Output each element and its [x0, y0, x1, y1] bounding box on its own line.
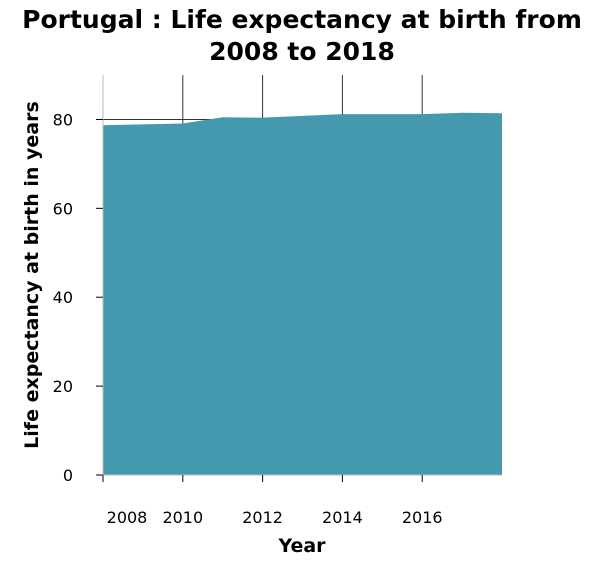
x-axis-label: Year — [277, 535, 326, 557]
y-tick-label: 80 — [53, 110, 73, 129]
y-tick-label: 20 — [53, 377, 73, 396]
chart-title-line-2: 2008 to 2018 — [209, 37, 395, 66]
x-tick-label: 2014 — [322, 508, 363, 527]
x-tick-label: 2010 — [162, 508, 203, 527]
x-axis-ticks: 2008 2010 2012 2014 2016 — [102, 475, 443, 527]
x-tick-label: 2016 — [402, 508, 443, 527]
area-series — [103, 112, 502, 476]
y-tick-label: 0 — [63, 466, 73, 485]
y-tick-label: 40 — [53, 288, 73, 307]
x-tick-label: 2008 — [107, 508, 148, 527]
y-axis-ticks: 0 20 40 60 80 — [53, 110, 103, 485]
y-axis-label: Life expectancy at birth in years — [21, 101, 43, 449]
x-tick-label: 2012 — [242, 508, 283, 527]
chart-title-line-1: Portugal : Life expectancy at birth from — [22, 5, 582, 34]
y-tick-label: 60 — [53, 199, 73, 218]
